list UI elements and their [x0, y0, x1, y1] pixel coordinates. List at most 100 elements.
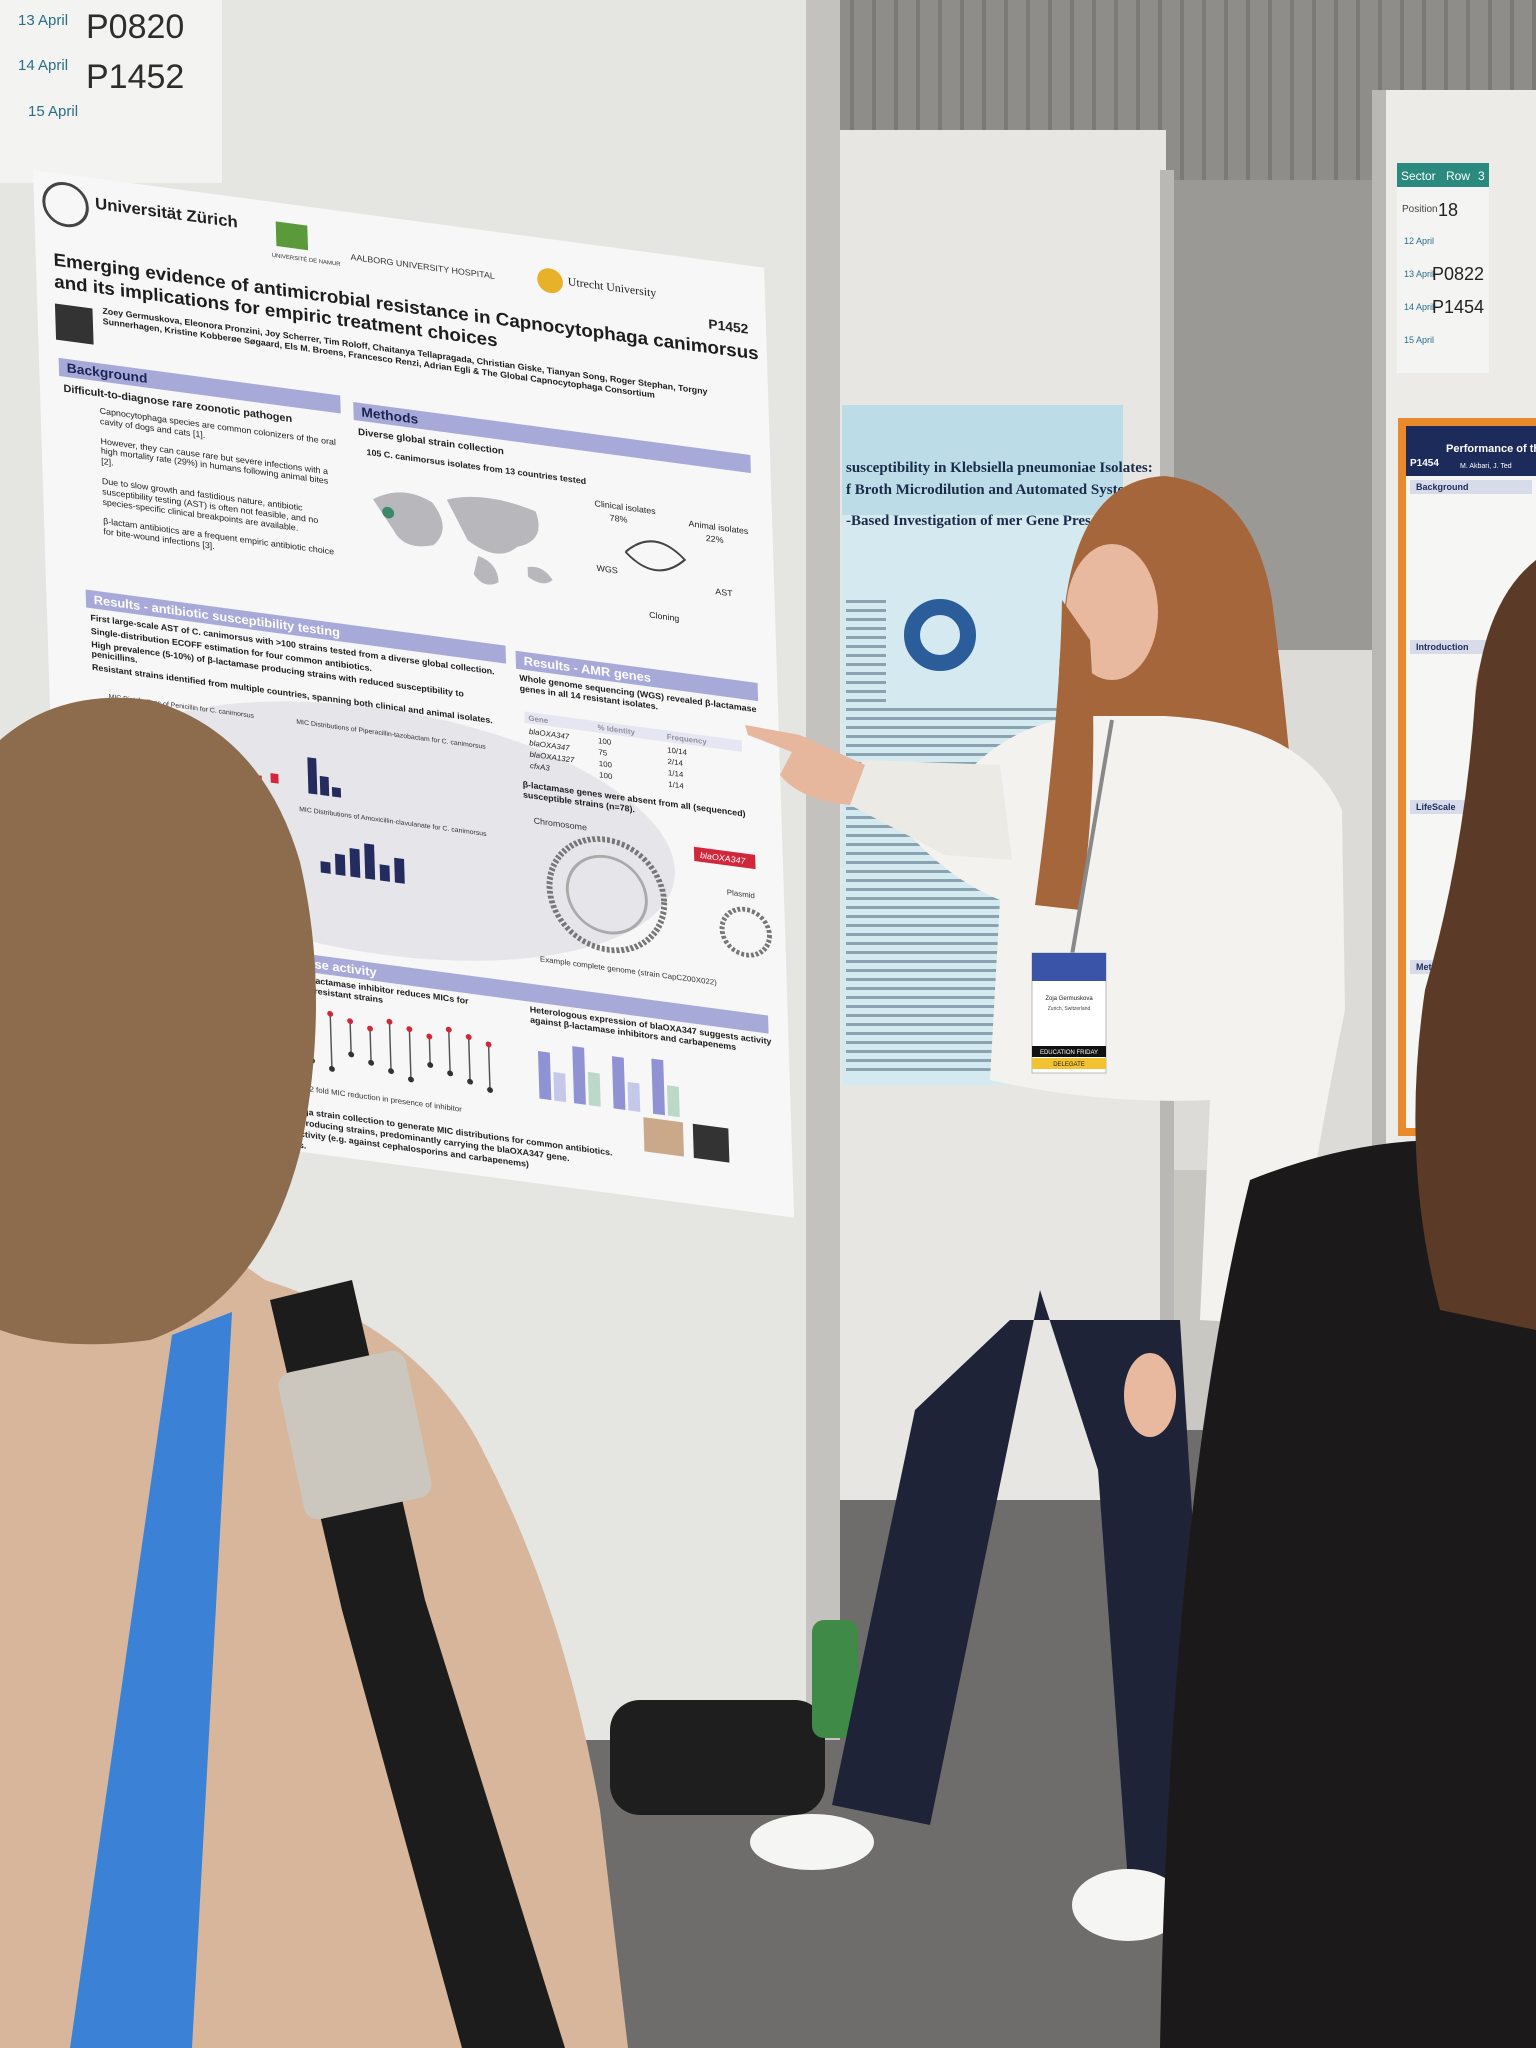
lollipop-head — [465, 1034, 472, 1040]
sign-date: 14 April — [18, 57, 68, 74]
text-line — [846, 969, 1116, 972]
cycle-arrow — [624, 540, 687, 572]
lollipop-head — [347, 1018, 354, 1025]
text-line — [846, 1050, 1116, 1053]
mini-bar — [270, 773, 279, 784]
text-line — [846, 996, 1116, 999]
text-line — [846, 906, 1116, 909]
sign-date: 15 April — [1404, 335, 1434, 345]
stripe — [1158, 0, 1162, 190]
lollipop-head — [426, 1033, 433, 1040]
section-band — [1410, 480, 1532, 494]
text-line — [846, 600, 886, 603]
post — [806, 0, 840, 1740]
section-band — [58, 357, 341, 414]
mini-bar — [394, 857, 405, 884]
lollipop-head — [327, 1010, 334, 1017]
stripe — [938, 0, 942, 190]
sign-code: P1454 — [1432, 297, 1484, 317]
text-line — [846, 1014, 1116, 1017]
text-line — [846, 753, 1116, 756]
text-line — [846, 1005, 1116, 1008]
middle-poster-header — [842, 405, 1123, 515]
section-band — [353, 401, 751, 474]
lollipop-stem — [388, 1021, 392, 1072]
text-line — [846, 924, 1116, 927]
post — [1372, 90, 1386, 1190]
mini-bar — [334, 853, 346, 876]
text-line — [846, 726, 1116, 729]
stripe — [1136, 0, 1140, 190]
mini-bar — [553, 1072, 567, 1103]
namur-logo — [275, 221, 309, 251]
lollipop-stem — [329, 1013, 333, 1069]
lollipop-stem — [467, 1036, 471, 1082]
text-line — [846, 942, 1116, 945]
sign-dates: 12 April 13 April 14 April 15 April P0822 P14… — [1404, 236, 1484, 345]
world-map — [372, 492, 553, 585]
text-line — [846, 735, 1116, 738]
stripe — [1048, 0, 1052, 190]
table-cell: cfxA3 — [530, 761, 551, 773]
sign-date: 15 April — [28, 103, 78, 120]
lollipop-foot — [388, 1068, 395, 1074]
text-line — [846, 627, 886, 630]
text-line — [846, 681, 886, 684]
right-poster-code: P1454 — [1410, 458, 1439, 469]
section-band — [515, 650, 759, 702]
left-visitor — [0, 697, 628, 2048]
stripe — [1356, 0, 1360, 190]
right-sign — [1397, 163, 1489, 373]
sign-code: P0822 — [1432, 264, 1484, 284]
stripe — [982, 0, 986, 190]
table-cell: 1/14 — [668, 780, 684, 791]
stripe — [1092, 0, 1096, 190]
text-line — [846, 699, 886, 702]
stripe — [894, 0, 898, 190]
text-line — [846, 1041, 1116, 1044]
diagram-label: Cloning — [649, 610, 680, 624]
stripe — [872, 0, 876, 190]
middle-title: -Based Investigation of mer Gene Presenc… — [846, 513, 1119, 529]
poster-code: P1452 — [708, 317, 749, 337]
text-line — [846, 933, 1116, 936]
section-title: Background — [1416, 482, 1469, 492]
text-line — [846, 744, 1116, 747]
table-cell: 100 — [598, 736, 612, 747]
hand — [1124, 1353, 1176, 1437]
text-line — [846, 708, 1116, 711]
sleeve — [850, 760, 1012, 860]
mini-bar — [331, 786, 342, 798]
sign-row: Row — [1446, 169, 1470, 183]
lollipop-foot — [328, 1066, 335, 1072]
right-poster-title: Performance of the Life — [1446, 443, 1536, 455]
table-cell: 10/14 — [667, 746, 688, 758]
text-line — [846, 1023, 1116, 1026]
hair — [0, 697, 316, 1345]
diagram-label: 22% — [706, 533, 724, 545]
sign-code: P1452 — [86, 58, 184, 96]
stripe — [1026, 0, 1030, 190]
text-line — [846, 645, 886, 648]
sign-date: 12 April — [1404, 236, 1434, 246]
donut — [904, 599, 976, 671]
sign-position-label: Position — [1402, 204, 1438, 215]
text-line — [846, 690, 886, 693]
uzh-logo — [42, 182, 89, 228]
qr-code — [692, 1123, 730, 1163]
strap-buckle — [278, 1350, 432, 1520]
genome-label: Plasmid — [727, 888, 755, 901]
lollipop-foot — [447, 1070, 454, 1077]
text-line — [846, 663, 886, 666]
text-line — [846, 915, 1116, 918]
author-photo — [643, 1117, 684, 1157]
text-line — [846, 987, 1116, 990]
stripe — [1312, 0, 1316, 190]
right-visitor — [1160, 560, 1536, 2048]
text-line — [846, 672, 886, 675]
blue-strap — [70, 1312, 232, 2048]
middle-title: susceptibility in Klebsiella pneumoniae … — [846, 460, 1153, 476]
diagram-label: 78% — [610, 513, 628, 525]
mini-bar — [379, 864, 390, 882]
